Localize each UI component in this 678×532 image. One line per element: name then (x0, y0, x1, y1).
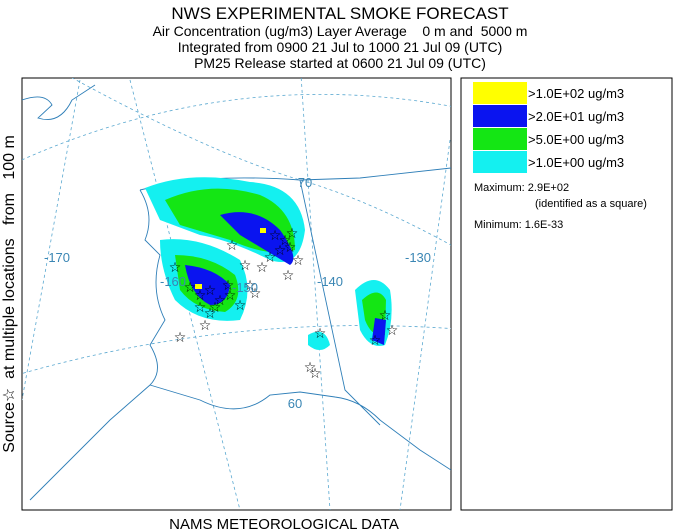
source-star: ☆ (304, 359, 317, 375)
source-star: ☆ (214, 292, 227, 308)
title: NWS EXPERIMENTAL SMOKE FORECAST (171, 4, 508, 23)
source-star: ☆ (194, 299, 207, 315)
source-star: ☆ (169, 259, 182, 275)
legend-swatch (473, 128, 527, 150)
source-star: ☆ (174, 329, 187, 345)
subtitle: PM25 Release started at 0600 21 Jul 09 (… (194, 55, 486, 71)
source-star: ☆ (244, 277, 257, 293)
legend-label: >5.0E+00 ug/m3 (528, 132, 624, 147)
source-star: ☆ (264, 249, 277, 265)
legend-swatch (473, 105, 527, 127)
source-star: ☆ (386, 322, 399, 338)
source-star: ☆ (199, 317, 212, 333)
source-star: ☆ (292, 252, 305, 268)
source-star: ☆ (184, 279, 197, 295)
grid-label: 70 (298, 175, 312, 190)
source-star: ☆ (239, 257, 252, 273)
source-star: ☆ (204, 282, 217, 298)
grid-label: -140 (317, 274, 343, 289)
subtitle: Integrated from 0900 21 Jul to 1000 21 J… (178, 39, 503, 55)
source-star: ☆ (269, 227, 282, 243)
minimum: Minimum: 1.6E-33 (474, 219, 563, 231)
subtitle: Air Concentration (ug/m3) Layer Average … (153, 23, 528, 39)
source-star: ☆ (256, 259, 269, 275)
source-star: ☆ (249, 285, 262, 301)
source-star: ☆ (234, 297, 247, 313)
source-star: ☆ (194, 287, 207, 303)
maximum: Maximum: 2.9E+02 (474, 182, 569, 194)
grid-label: 60 (288, 396, 302, 411)
source-star: ☆ (279, 232, 292, 248)
legend: >1.0E+02 ug/m3 >2.0E+01 ug/m3 >5.0E+00 ug/… (460, 77, 673, 511)
source-star: ☆ (209, 299, 222, 315)
grid-label: -130 (405, 250, 431, 265)
source-star: ☆ (369, 332, 382, 348)
legend-label: >1.0E+00 ug/m3 (528, 155, 624, 170)
grid-label: -170 (44, 250, 70, 265)
source-star: ☆ (379, 307, 392, 323)
legend-swatch (473, 82, 527, 104)
bottom-label: NAMS METEOROLOGICAL DATA (169, 516, 399, 532)
legend-label: >2.0E+01 ug/m3 (528, 109, 624, 124)
source-label: Source☆ at multiple locations from 100 m (1, 135, 18, 453)
source-star: ☆ (282, 267, 295, 283)
source-star: ☆ (224, 287, 237, 303)
grid-label: -160 (160, 274, 186, 289)
grid-label: -150 (232, 280, 258, 295)
source-star: ☆ (309, 365, 322, 381)
legend-swatch (473, 151, 527, 173)
source-star: ☆ (204, 305, 217, 321)
map: ☆☆☆☆☆☆☆☆☆☆☆☆☆☆ ☆☆☆☆☆☆☆☆☆☆ ☆☆☆☆☆☆☆☆ 70 -170… (21, 77, 452, 511)
legend-label: >1.0E+02 ug/m3 (528, 86, 624, 101)
source-star: ☆ (274, 242, 287, 258)
source-star: ☆ (226, 237, 239, 253)
source-star: ☆ (222, 277, 235, 293)
source-star: ☆ (314, 325, 327, 341)
source-star: ☆ (284, 239, 297, 255)
source-star: ☆ (286, 225, 299, 241)
maximum-note: (identified as a square) (535, 198, 647, 210)
